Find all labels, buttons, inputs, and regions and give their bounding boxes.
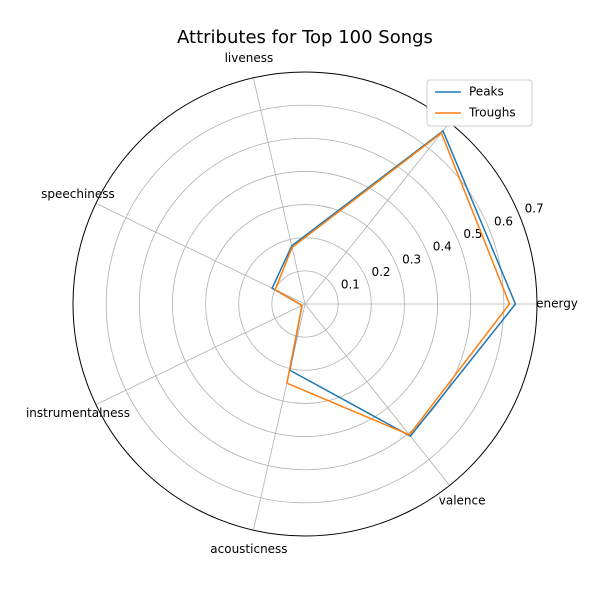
category-label: acousticness [210,542,287,556]
series-line [271,129,517,438]
r-tick-label: 0.5 [463,227,482,241]
r-tick-label: 0.3 [402,252,421,266]
category-label: liveness [225,51,274,65]
category-label: valence [439,494,486,508]
r-tick-label: 0.2 [371,265,390,279]
category-label: speechiness [41,187,115,201]
series-line [274,131,511,436]
grid-ring [172,171,438,437]
grid-ring [105,104,505,504]
grid-ring [205,204,405,404]
grid-ring [271,270,339,338]
r-tick-label: 0.4 [433,240,452,254]
spoke [95,202,306,305]
category-label: instrumentalness [26,406,130,420]
r-tick-label: 0.7 [525,202,544,216]
legend-label: Troughs [468,106,516,120]
spoke [252,77,306,305]
outer-ring [72,71,538,537]
grid-ring [138,137,472,471]
legend-label: Peaks [469,85,504,99]
r-tick-label: 0.1 [341,278,360,292]
spoke [252,303,306,531]
r-tick-label: 0.6 [494,214,513,228]
chart-title: Attributes for Top 100 Songs [177,27,433,48]
spoke [95,303,306,406]
category-label: energy [536,297,578,311]
spoke [304,303,450,486]
spoke [304,122,450,305]
